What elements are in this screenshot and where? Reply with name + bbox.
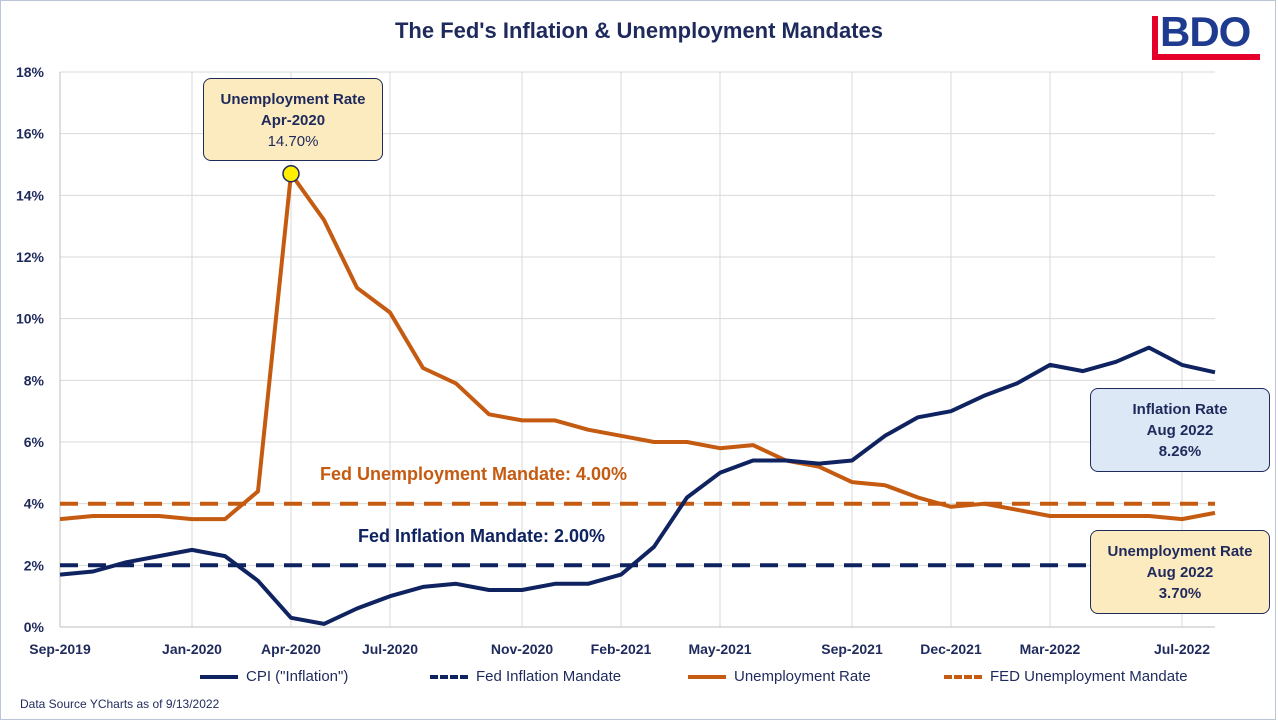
x-tick-label: May-2021: [688, 641, 751, 657]
y-tick-label: 8%: [24, 372, 45, 388]
x-tick-label: Apr-2020: [261, 641, 321, 657]
logo-bar-horizontal: [1152, 54, 1260, 60]
x-tick-label: Nov-2020: [491, 641, 553, 657]
y-tick-label: 14%: [16, 187, 45, 203]
legend-label-cpi: CPI ("Inflation"): [246, 668, 349, 685]
logo-bar-vertical: [1152, 16, 1158, 58]
y-tick-label: 12%: [16, 249, 45, 265]
x-tick-label: Feb-2021: [591, 641, 652, 657]
inflation-callout-line1: Inflation Rate: [1132, 401, 1228, 418]
legend-swatch-unemployment: [688, 674, 726, 679]
gridlines: [59, 71, 1215, 628]
series-line-cpi-inflation: [59, 345, 1216, 626]
x-axis-ticks: Sep-2019 Jan-2020 Apr-2020 Jul-2020 Nov-2020…: [29, 641, 1210, 657]
markers: [282, 165, 300, 183]
x-tick-label: Dec-2021: [920, 641, 982, 657]
unemployment-callout-line3: 3.70%: [1158, 585, 1202, 602]
data-source-note: Data Source YCharts as of 9/13/2022: [20, 697, 220, 711]
inflation-callout-line3: 8.26%: [1158, 443, 1202, 460]
x-tick-label: Jul-2022: [1154, 641, 1210, 657]
legend-item-unemployment: Unemployment Rate: [688, 668, 871, 685]
peak-marker: [282, 165, 300, 183]
logo-text: BDO: [1160, 8, 1251, 55]
peak-callout-line3: 14.70%: [267, 133, 319, 150]
legend-swatch-fed-unemployment: [944, 674, 982, 679]
legend-item-cpi: CPI ("Inflation"): [200, 668, 348, 685]
x-tick-label: Sep-2019: [29, 641, 91, 657]
x-tick-label: Mar-2022: [1020, 641, 1081, 657]
unemployment-callout-line2: Aug 2022: [1146, 564, 1214, 581]
y-tick-label: 2%: [24, 557, 45, 573]
peak-callout-line2: Apr-2020: [260, 112, 326, 129]
legend-swatch-cpi: [200, 674, 238, 679]
y-tick-label: 10%: [16, 311, 45, 327]
y-tick-label: 0%: [24, 619, 45, 635]
y-tick-label: 6%: [24, 434, 45, 450]
x-tick-label: Jan-2020: [162, 641, 222, 657]
chart-title: The Fed's Inflation & Unemployment Manda…: [394, 18, 884, 43]
legend-swatch-fed-inflation: [430, 674, 468, 679]
peak-callout-line1: Unemployment Rate: [220, 91, 366, 108]
x-tick-label: Sep-2021: [821, 641, 883, 657]
unemployment-callout: Unemployment Rate Aug 2022 3.70%: [1090, 530, 1270, 614]
inflation-callout-line2: Aug 2022: [1146, 422, 1214, 439]
legend-item-fed-inflation: Fed Inflation Mandate: [430, 668, 621, 685]
chart-legend: CPI ("Inflation") Fed Inflation Mandate …: [0, 668, 1278, 692]
legend-label-fed-inflation: Fed Inflation Mandate: [476, 668, 622, 685]
unemployment-callout-line1: Unemployment Rate: [1107, 543, 1253, 560]
legend-item-fed-unemployment: FED Unemployment Mandate: [944, 668, 1188, 685]
y-axis-ticks: 0% 2% 4% 6% 8% 10% 12% 14% 16% 18%: [16, 64, 45, 635]
unemployment-mandate-label: Fed Unemployment Mandate: 4.00%: [320, 464, 628, 484]
y-tick-label: 4%: [24, 496, 45, 512]
legend-label-fed-unemployment: FED Unemployment Mandate: [990, 668, 1188, 685]
bdo-logo: BDO: [1150, 8, 1264, 60]
y-tick-label: 18%: [16, 64, 45, 80]
inflation-mandate-label: Fed Inflation Mandate: 2.00%: [358, 526, 606, 546]
legend-label-unemployment: Unemployment Rate: [734, 668, 871, 685]
series-line-unemployment-rate: [59, 171, 1216, 522]
x-tick-label: Jul-2020: [362, 641, 418, 657]
peak-unemployment-callout: Unemployment Rate Apr-2020 14.70%: [203, 78, 383, 161]
inflation-callout: Inflation Rate Aug 2022 8.26%: [1090, 388, 1270, 472]
series-lines: [59, 171, 1216, 626]
y-tick-label: 16%: [16, 126, 45, 142]
